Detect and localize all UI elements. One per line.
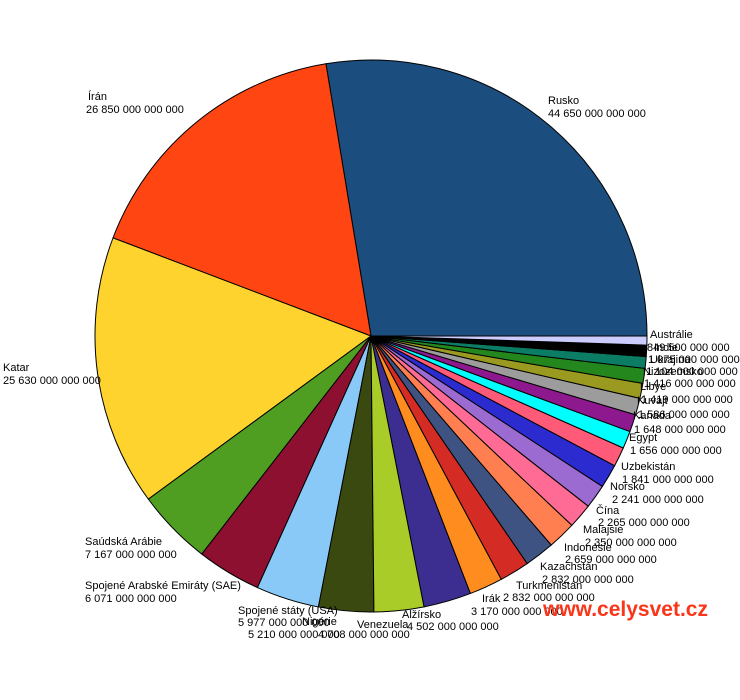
pie-slice-Katar [94,237,373,500]
slice-name-Rusko: Rusko [548,95,580,107]
slice-name-Saúdská Arábie: Saúdská Arábie [85,536,163,548]
slice-name-Alžírsko: Alžírsko [402,609,442,621]
slice-name-Malajsie: Malajsie [583,524,624,536]
slice-name-Spojené Arabské Emiráty (SAE): Spojené Arabské Emiráty (SAE) [85,580,241,592]
slice-name-Turkmenistán: Turkmenistán [516,580,583,592]
slice-name-Egypt: Egypt [629,432,658,444]
slice-value-Libye: 1 419 000 000 000 [641,394,733,406]
slice-value-Spojené Arabské Emiráty (SAE): 6 071 000 000 000 [85,593,177,605]
slice-value-Čína: 2 265 000 000 000 [598,517,690,529]
slice-value-Indie: 1 075 000 000 000 [648,354,740,366]
slice-name-Írán: Írán [88,91,107,103]
slice-name-Nizozemsko: Nizozemsko [643,366,703,378]
slice-value-Kanada: 1 648 000 000 000 [634,424,726,436]
watermark-link[interactable]: www.celysvet.cz [543,598,708,621]
slice-name-Libye: Libye [640,381,667,393]
pie-slice-Írán [112,63,372,337]
slice-name-Kuvajt: Kuvajt [637,395,668,407]
slice-value-Alžírsko: 4 502 000 000 000 [407,621,499,633]
slice-value-Írán: 26 850 000 000 000 [86,104,184,116]
slice-value-Kazachstán: 2 832 000 000 000 [542,574,634,586]
slice-value-Indonésie: 2 659 000 000 000 [565,554,657,566]
slice-value-Norsko: 2 241 000 000 000 [612,494,704,506]
slice-name-Nigérie: Nigérie [302,616,337,628]
slice-value-Malajsie: 2 350 000 000 000 [585,537,677,549]
slice-value-Ukrajina: 1 104 000 000 000 [646,366,738,378]
slice-name-Austrálie: Austrálie [650,329,693,341]
pie-slice-Rusko [325,59,648,337]
slice-value-Spojené státy (USA): 5 977 000 000 000 [238,617,330,629]
slice-value-Rusko: 44 650 000 000 000 [548,108,646,120]
slice-name-Indie: Indie [654,342,678,354]
slice-name-Venezuela: Venezuela [357,619,409,631]
slice-value-Uzbekistán: 1 841 000 000 000 [622,474,714,486]
slice-name-Irák: Irák [482,593,501,605]
slice-name-Čína: Čína [596,505,620,517]
slice-name-Kazachstán: Kazachstán [540,561,598,573]
slice-value-Austrálie: 849 500 000 000 [647,342,730,354]
pie-slice-Austrálie [370,335,648,346]
slice-value-Nigérie: 5 210 000 000 000 [248,629,340,641]
slice-value-Irák: 3 170 000 000 000 [471,606,563,618]
slice-value-Saúdská Arábie: 7 167 000 000 000 [85,549,177,561]
slice-name-Kanada: Kanada [633,410,671,422]
slice-value-Kuvajt: 1 586 000 000 000 [638,409,730,421]
slice-name-Indonésie: Indonésie [564,542,612,554]
slice-name-Ukrajina: Ukrajina [650,354,691,366]
slice-name-Katar: Katar [3,362,30,374]
slice-name-Norsko: Norsko [610,481,645,493]
slice-value-Katar: 25 630 000 000 000 [3,375,101,387]
slice-name-Uzbekistán: Uzbekistán [621,461,676,473]
slice-value-Egypt: 1 656 000 000 000 [630,445,722,457]
slice-value-Nizozemsko: 1 416 000 000 000 [644,378,736,390]
slice-value-Turkmenistán: 2 832 000 000 000 [503,592,595,604]
slice-value-Venezuela: 4 708 000 000 000 [318,629,410,641]
slice-name-Spojené státy (USA): Spojené státy (USA) [238,605,338,617]
